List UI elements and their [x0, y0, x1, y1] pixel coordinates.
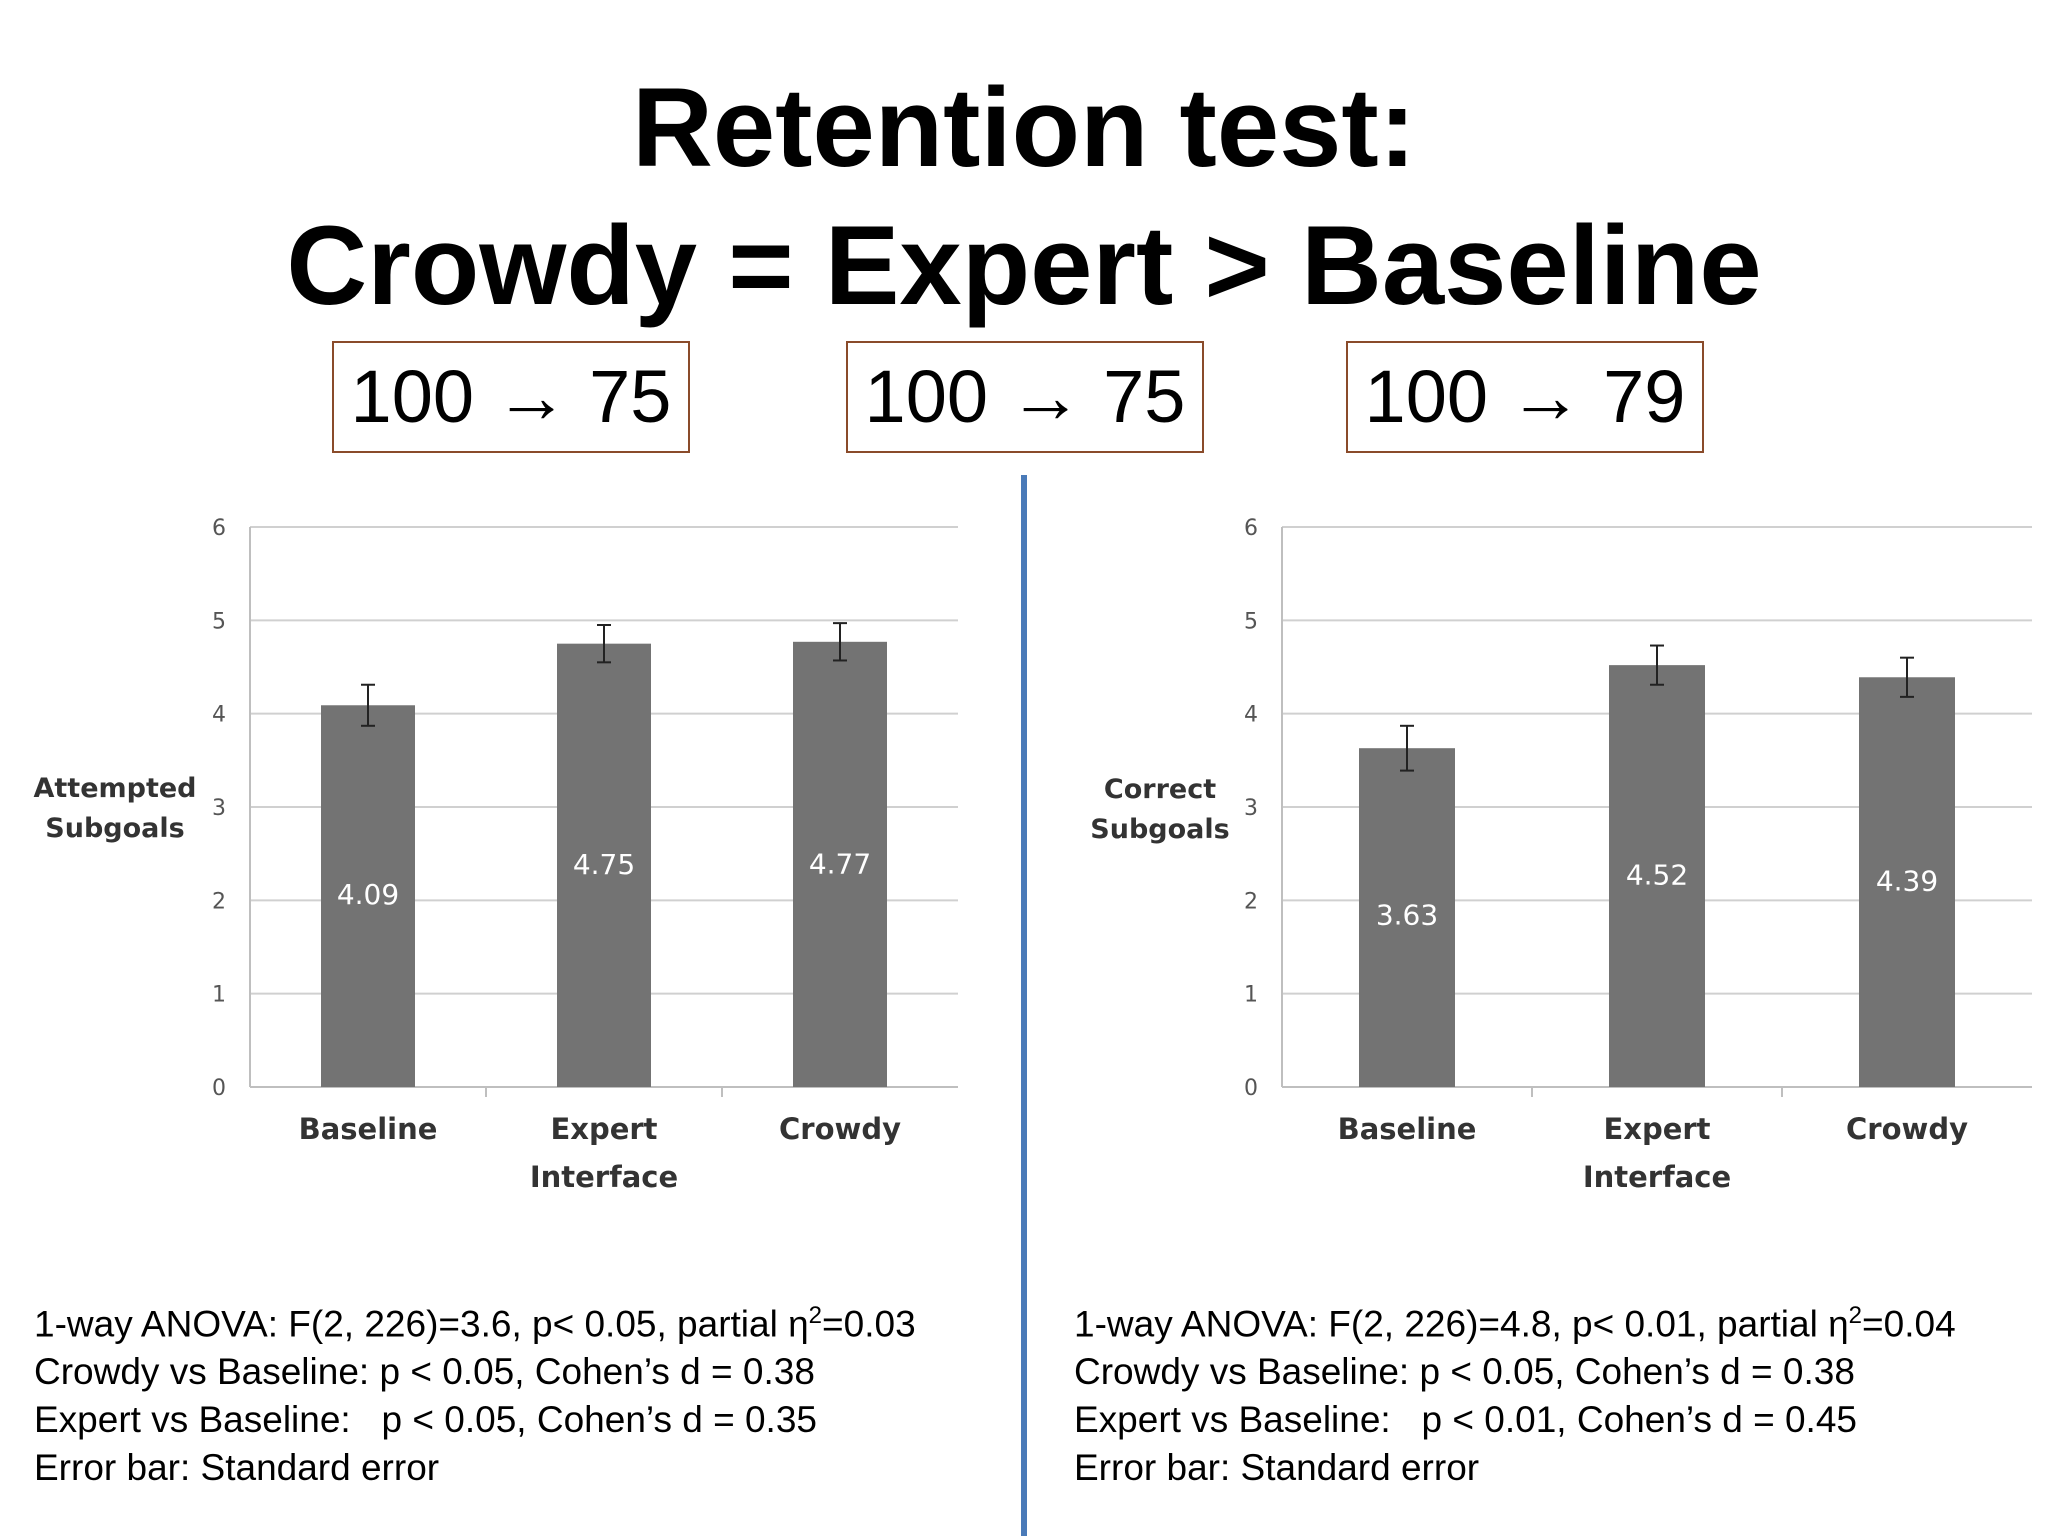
slide-title-line-2: Crowdy = Expert > Baseline [286, 203, 1762, 328]
attempted-subgoals-chart: 0 1 2 3 4 5 6 Attempted Subgoals 4.09 Baseline 4.75… [33, 516, 958, 1194]
score-change-box-crowdy: 100 → 79 [1346, 341, 1704, 453]
error-bar-note-left: Error bar: Standard error [34, 1447, 440, 1489]
stats-left: 1-way ANOVA: F(2, 226)=3.6, p< 0.05, par… [34, 1292, 916, 1492]
vertical-divider [1021, 475, 1027, 1536]
x-category-label: Interface [530, 1160, 678, 1194]
y-axis-label: Subgoals [45, 813, 184, 844]
y-tick-label: 4 [1244, 703, 1258, 728]
bar-value-label: 4.52 [1626, 859, 1688, 892]
expert-vs-baseline-right: Expert vs Baseline: p < 0.01, Cohen’s d … [1074, 1399, 1857, 1441]
y-tick-label: 5 [1244, 609, 1258, 634]
bar [1359, 748, 1455, 1087]
y-tick-label: 1 [212, 983, 226, 1008]
y-tick-label: 3 [1244, 796, 1258, 821]
x-category-label: Expert [1603, 1112, 1710, 1146]
score-change-box-baseline: 100 → 75 [332, 341, 690, 453]
y-axis-label: Correct [1104, 774, 1216, 805]
slide-title-line-1: Retention test: [632, 65, 1416, 190]
anova-left: 1-way ANOVA: F(2, 226)=3.6, p< 0.05, par… [34, 1302, 916, 1345]
y-tick-label: 4 [212, 703, 226, 728]
bar-value-label: 4.39 [1876, 864, 1938, 897]
stats-right: 1-way ANOVA: F(2, 226)=4.8, p< 0.01, par… [1074, 1292, 1956, 1492]
x-category-label: Expert [550, 1112, 657, 1146]
bar-value-label: 4.75 [573, 848, 635, 881]
y-tick-label: 5 [212, 609, 226, 634]
bar-value-label: 4.09 [337, 878, 399, 911]
y-tick-label: 2 [1244, 889, 1258, 914]
y-tick-label: 6 [212, 516, 226, 541]
x-category-label: Baseline [1338, 1112, 1477, 1146]
x-category-label: Interface [1583, 1160, 1731, 1194]
y-axis-label: Subgoals [1090, 814, 1229, 845]
bar [321, 705, 415, 1087]
error-bar-note-right: Error bar: Standard error [1074, 1447, 1480, 1489]
y-tick-label: 6 [1244, 516, 1258, 541]
y-tick-label: 0 [212, 1076, 226, 1101]
score-change-box-expert: 100 → 75 [846, 341, 1204, 453]
bar-value-label: 3.63 [1376, 898, 1438, 931]
x-category-label: Baseline [299, 1112, 438, 1146]
y-tick-label: 0 [1244, 1076, 1258, 1101]
expert-vs-baseline-left: Expert vs Baseline: p < 0.05, Cohen’s d … [34, 1399, 817, 1441]
bar [1859, 677, 1955, 1087]
y-tick-label: 2 [212, 889, 226, 914]
y-tick-label: 3 [212, 796, 226, 821]
x-category-label: Crowdy [779, 1112, 901, 1146]
bar [557, 643, 651, 1087]
crowdy-vs-baseline-right: Crowdy vs Baseline: p < 0.05, Cohen’s d … [1074, 1351, 1855, 1393]
anova-right: 1-way ANOVA: F(2, 226)=4.8, p< 0.01, par… [1074, 1302, 1956, 1345]
bar [1609, 665, 1705, 1087]
x-category-label: Crowdy [1846, 1112, 1968, 1146]
bar-value-label: 4.77 [809, 847, 871, 880]
y-axis-label: Attempted [33, 773, 196, 804]
bar [793, 641, 887, 1087]
y-tick-label: 1 [1244, 983, 1258, 1008]
correct-subgoals-chart: 0 1 2 3 4 5 6 Correct Subgoals 3.63 Baseline 4.52 Ex… [1090, 516, 2032, 1194]
crowdy-vs-baseline-left: Crowdy vs Baseline: p < 0.05, Cohen’s d … [34, 1351, 815, 1393]
